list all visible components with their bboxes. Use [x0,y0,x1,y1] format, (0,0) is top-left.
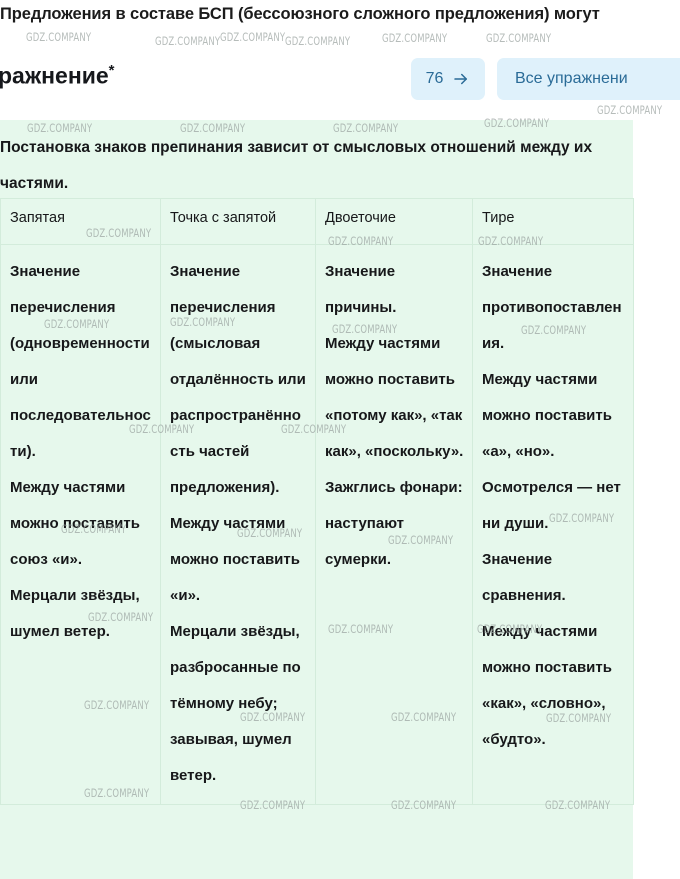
page-title-asterisk: * [108,62,115,79]
watermark: GDZ.COMPANY [382,31,448,45]
intro-sentence: Предложения в составе БСП (бессоюзного с… [0,5,600,23]
watermark: GDZ.COMPANY [220,30,286,44]
cell-paragraph: Между частями можно поставить союз «и». [10,479,140,568]
arrow-right-icon [452,70,470,88]
lead-text: Постановка знаков препинания зависит от … [0,139,593,192]
column-header-semicolon: Точка с запятой [160,198,316,245]
watermark: GDZ.COMPANY [26,30,92,44]
column-header-comma: Запятая [0,198,161,245]
exercise-number-label: 76 [425,70,444,87]
cell-paragraph: Значение причины. [325,263,397,316]
cell-paragraph: Между частями можно поставить «а», «но». [482,371,612,460]
column-header-dash: Тире [472,198,634,245]
cell-paragraph: Значение противопоставления. [482,263,622,352]
exercise-number-button[interactable]: 76 [411,58,485,100]
page-title-text: ражнение [0,62,109,89]
watermark: GDZ.COMPANY [155,34,221,48]
cell-dash: Значение противопоставления. Между частям… [472,244,634,805]
page-title: ражнение* [0,62,115,90]
table-header-row: Запятая Точка с запятой Двоеточие Тире [0,198,634,245]
cell-paragraph: Значение перечисления (смысловая отдалён… [170,263,306,496]
cell-comma: Значение перечисления (одновременности и… [0,244,161,805]
cell-semicolon: Значение перечисления (смысловая отдалён… [160,244,316,805]
cell-paragraph: Зажглись фонари: наступают сумерки. [325,479,463,568]
exercise-header: ражнение* 76 Все упражнени [0,58,680,108]
cell-paragraph: Значение сравнения. [482,551,566,604]
cell-paragraph: Мерцали звёзды, шумел ветер. [10,587,140,640]
all-exercises-label: Все упражнени [515,70,628,87]
cell-colon: Значение причины. Между частями можно пос… [315,244,473,805]
cell-paragraph: Между частями можно поставить «и». [170,515,300,604]
cell-paragraph: Мерцали звёзды, разбросанные по тёмному … [170,623,301,784]
punctuation-table: Запятая Точка с запятой Двоеточие Тире З… [0,198,634,805]
cell-paragraph: Между частями можно поставить «потому ка… [325,335,464,460]
all-exercises-button[interactable]: Все упражнени [497,58,680,100]
cell-paragraph: Осмотрелся — нет ни души. [482,479,621,532]
cell-paragraph: Значение перечисления (одновременности и… [10,263,151,460]
table-row: Значение перечисления (одновременности и… [0,244,634,805]
answer-block: Постановка знаков препинания зависит от … [0,120,634,879]
cell-paragraph: Между частями можно поставить «как», «сл… [482,623,612,748]
column-header-colon: Двоеточие [315,198,473,245]
watermark: GDZ.COMPANY [285,34,351,48]
watermark: GDZ.COMPANY [486,31,552,45]
